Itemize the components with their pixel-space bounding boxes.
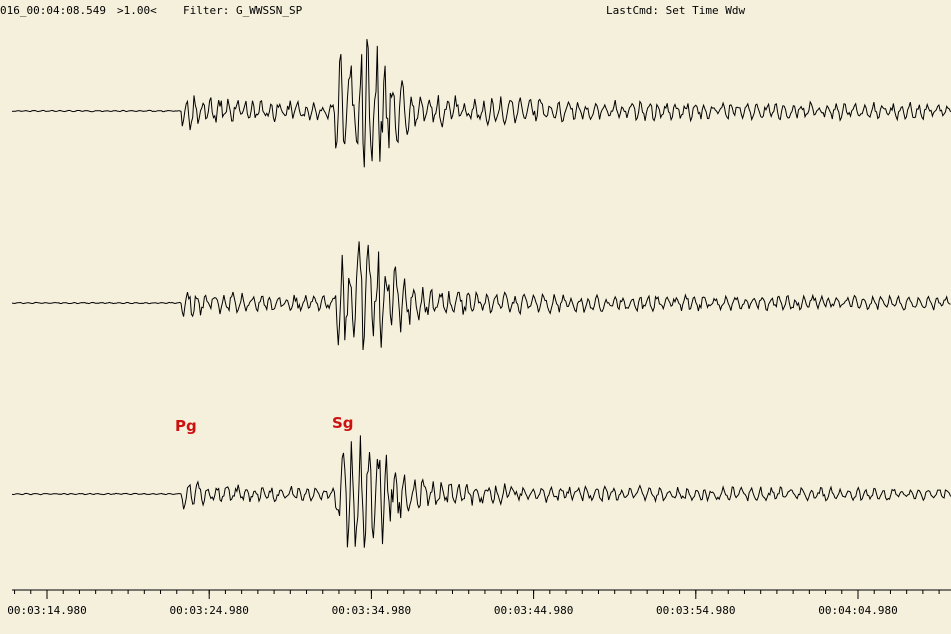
time-tick-label: 00:03:24.980	[169, 604, 248, 617]
traces	[11, 39, 951, 548]
header-time: 016_00:04:08.549	[0, 4, 106, 17]
time-tick-label: 00:03:34.980	[332, 604, 411, 617]
phase-label: Sg	[332, 414, 354, 432]
time-tick-label: 00:03:44.980	[494, 604, 573, 617]
waveform	[11, 435, 951, 548]
time-tick-label: 00:03:14.980	[7, 604, 86, 617]
time-tick-label: 00:03:54.980	[656, 604, 735, 617]
axis-ticks: 00:03:14.980 00:03:24.980 00:03:34.980 00:0…	[7, 590, 940, 617]
phase-label: Pg	[175, 417, 197, 435]
header-last-command: LastCmd: Set Time Wdw	[606, 4, 745, 17]
waveform	[11, 39, 951, 168]
time-tick-label: 00:04:04.980	[818, 604, 897, 617]
header-filter: Filter: G_WWSSN_SP	[183, 4, 303, 17]
header-scale: >1.00<	[117, 4, 157, 17]
waveform	[11, 241, 951, 351]
